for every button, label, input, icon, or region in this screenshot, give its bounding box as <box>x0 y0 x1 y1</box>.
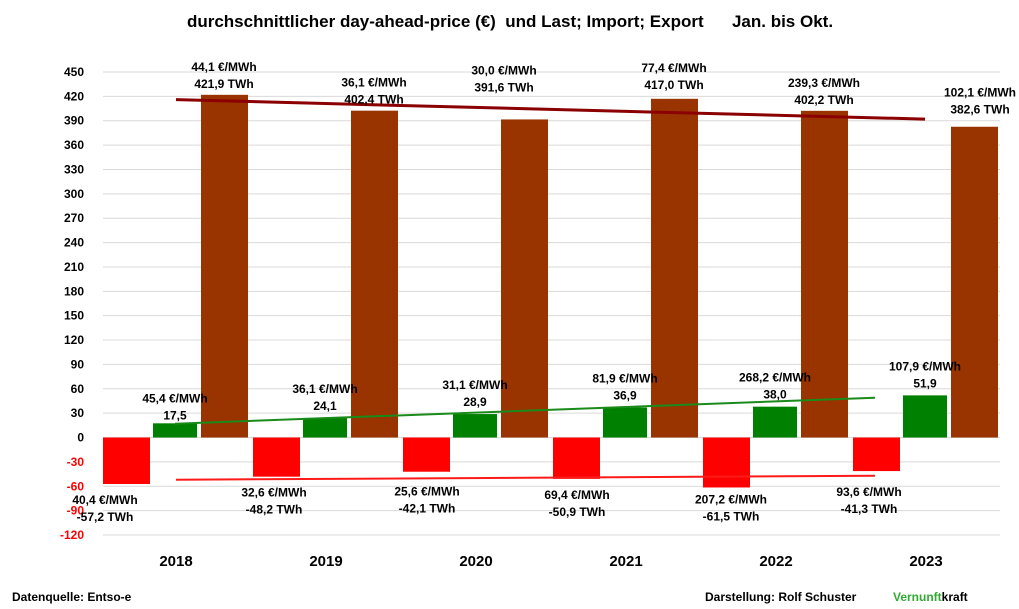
x-category-label: 2019 <box>309 553 342 570</box>
data-label: 93,6 €/MWh <box>836 485 901 499</box>
y-tick-label: 90 <box>71 357 85 371</box>
y-tick-label: 360 <box>64 138 84 152</box>
data-label: 25,6 €/MWh <box>394 485 459 499</box>
last-bar <box>801 110 848 438</box>
import-bar <box>753 406 797 438</box>
trendlines <box>174 98 926 481</box>
brand-part-kraft: kraft <box>941 590 968 604</box>
import-bar <box>903 395 947 438</box>
last-bar <box>951 126 998 438</box>
y-tick-label: 300 <box>64 187 84 201</box>
grid <box>103 71 1000 536</box>
author-credit: Darstellung: Rolf Schuster <box>705 590 857 604</box>
data-label: 36,9 <box>613 389 637 403</box>
x-category-label: 2020 <box>459 553 492 570</box>
x-category-label: 2022 <box>759 553 792 570</box>
data-source: Datenquelle: Entso-e <box>12 590 132 604</box>
data-label: 268,2 €/MWh <box>739 371 811 385</box>
last-bar <box>201 94 248 438</box>
data-label: 402,2 TWh <box>794 93 853 107</box>
y-tick-label: -90 <box>67 504 85 518</box>
y-tick-label: -60 <box>67 479 85 493</box>
data-label: 382,6 TWh <box>950 103 1009 117</box>
data-label: 31,1 €/MWh <box>442 378 507 392</box>
data-label: 24,1 <box>313 399 337 413</box>
last-bar <box>351 110 398 438</box>
data-label: 32,6 €/MWh <box>241 486 306 500</box>
data-label: 45,4 €/MWh <box>142 391 207 405</box>
y-tick-label: 330 <box>64 162 84 176</box>
data-label: -48,2 TWh <box>246 503 303 517</box>
y-tick-label: 30 <box>71 406 85 420</box>
y-tick-label: 240 <box>64 236 84 250</box>
y-tick-label: -30 <box>67 455 85 469</box>
y-tick-label: 180 <box>64 284 84 298</box>
data-label: -57,2 TWh <box>77 510 134 524</box>
data-label: 44,1 €/MWh <box>191 60 256 74</box>
data-label: 402,4 TWh <box>344 93 403 107</box>
data-label: 421,9 TWh <box>194 77 253 91</box>
export-bar <box>403 437 450 472</box>
data-label: 51,9 <box>913 376 937 390</box>
data-label: 207,2 €/MWh <box>695 492 767 506</box>
import-bar <box>603 407 647 438</box>
data-label: 30,0 €/MWh <box>471 63 536 77</box>
y-tick-label: 150 <box>64 309 84 323</box>
export-bar <box>553 437 600 479</box>
y-tick-label: 60 <box>71 382 85 396</box>
y-tick-label: 210 <box>64 260 84 274</box>
y-tick-label: 120 <box>64 333 84 347</box>
y-tick-label: 270 <box>64 211 84 225</box>
export-bar <box>703 437 750 488</box>
export-bar <box>253 437 300 477</box>
import-bar <box>453 414 497 438</box>
y-tick-label: 420 <box>64 89 84 103</box>
import-bar <box>153 423 197 438</box>
y-tick-label: 450 <box>64 65 84 79</box>
data-label: 239,3 €/MWh <box>788 76 860 90</box>
data-label: 81,9 €/MWh <box>592 372 657 386</box>
y-tick-label: -120 <box>60 528 84 542</box>
data-label: -50,9 TWh <box>549 505 606 519</box>
bars <box>103 94 998 488</box>
last-trendline <box>175 98 926 121</box>
data-label: 28,9 <box>463 395 487 409</box>
data-label: 77,4 €/MWh <box>641 61 706 75</box>
data-label: 102,1 €/MWh <box>944 86 1016 100</box>
brand-logo: Vernunftkraft <box>893 590 968 604</box>
last-bar <box>501 119 548 438</box>
import-bar <box>303 417 347 438</box>
data-label: -41,3 TWh <box>841 502 898 516</box>
data-label: 40,4 €/MWh <box>72 493 137 507</box>
x-category-label: 2021 <box>609 553 642 570</box>
y-tick-label: 0 <box>77 431 84 445</box>
export-trendline <box>175 474 876 481</box>
data-label: 36,1 €/MWh <box>292 382 357 396</box>
x-axis-categories: 2018 2019 2020 2021 2022 2023 <box>159 553 942 570</box>
export-bar <box>853 437 900 472</box>
data-label: -61,5 TWh <box>703 509 760 523</box>
data-label: -42,1 TWh <box>399 502 456 516</box>
chart-title: durchschnittlicher day-ahead-price (€) u… <box>187 12 833 31</box>
last-bar <box>651 98 698 438</box>
export-bar <box>103 437 150 484</box>
data-label: 107,9 €/MWh <box>889 359 961 373</box>
data-label: 38,0 <box>763 388 787 402</box>
x-category-label: 2023 <box>909 553 942 570</box>
data-label: 17,5 <box>163 408 187 422</box>
y-tick-label: 390 <box>64 114 84 128</box>
y-axis-ticks: 4504203903603303002702402101801501209060… <box>60 65 84 542</box>
data-label: 36,1 €/MWh <box>341 76 406 90</box>
data-labels: 44,1 €/MWh 421,9 TWh 36,1 €/MWh 402,4 TWh 30… <box>72 60 1016 524</box>
data-label: 69,4 €/MWh <box>544 488 609 502</box>
data-label: 417,0 TWh <box>644 78 703 92</box>
data-label: 391,6 TWh <box>474 80 533 94</box>
x-category-label: 2018 <box>159 553 192 570</box>
import-trendline <box>174 396 876 425</box>
brand-part-vernunft: Vernunft <box>893 590 942 604</box>
